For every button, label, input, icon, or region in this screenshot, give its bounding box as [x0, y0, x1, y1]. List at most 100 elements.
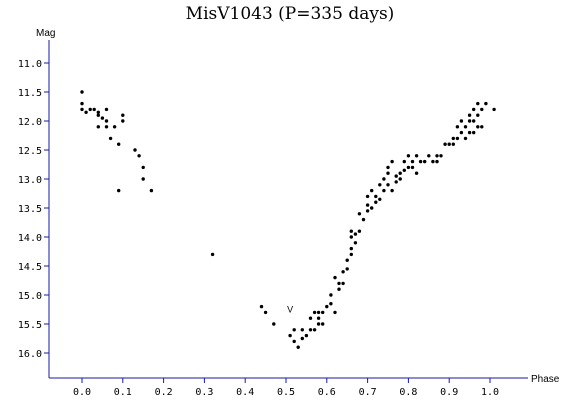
data-point: [117, 142, 121, 146]
data-point: [96, 113, 101, 117]
data-point: [443, 142, 447, 146]
data-point: [410, 159, 415, 164]
data-point: [296, 345, 300, 349]
y-tick-label: 12.5: [18, 146, 42, 157]
data-point: [80, 107, 84, 112]
data-point: [476, 113, 480, 117]
axis-ticks: 0.0 0.1 0.2 0.3 0.4 0.5 0.6 0.7 0.8 0.9 1.0 11.0 11.…: [18, 59, 499, 398]
x-tick-label: 0.9: [440, 387, 458, 398]
data-point: [382, 188, 386, 193]
data-point: [304, 333, 309, 338]
data-point: [321, 322, 325, 326]
data-point: [141, 165, 145, 170]
data-point: [386, 171, 390, 175]
data-point: [100, 116, 105, 120]
data-point: [374, 194, 378, 199]
data-point: [108, 136, 113, 141]
data-point: [370, 206, 374, 210]
y-tick-label: 15.0: [18, 291, 42, 302]
data-point: [349, 246, 353, 251]
y-tick-label: 15.5: [18, 320, 42, 331]
data-point: [292, 328, 296, 332]
annotation-label: V: [287, 304, 293, 314]
data-point: [414, 171, 419, 175]
data-point: [341, 270, 345, 274]
data-point: [447, 142, 451, 146]
data-point: [459, 130, 464, 135]
data-point: [357, 229, 362, 233]
data-point: [349, 252, 353, 257]
y-tick-label: 13.5: [18, 204, 42, 215]
x-tick-label: 0.3: [195, 387, 213, 398]
data-point: [435, 154, 439, 158]
chart-title: MisV1043 (P=335 days): [186, 4, 395, 24]
data-point: [361, 217, 366, 222]
data-point: [365, 209, 370, 213]
data-point: [476, 125, 480, 129]
data-point: [472, 119, 476, 123]
data-point: [312, 310, 317, 315]
data-point: [451, 136, 455, 141]
data-point: [463, 125, 468, 129]
data-point: [300, 328, 304, 332]
data-point: [341, 281, 345, 286]
data-point: [435, 159, 439, 164]
data-point: [112, 125, 117, 129]
data-point: [398, 177, 402, 181]
y-tick-label: 11.0: [18, 59, 42, 70]
data-point: [406, 154, 411, 158]
data-point: [439, 154, 443, 158]
data-point: [337, 287, 341, 291]
data-point: [476, 101, 480, 106]
x-tick-label: 0.0: [73, 387, 91, 398]
data-point: [455, 136, 460, 141]
y-axis-label: Mag: [36, 28, 55, 39]
data-point: [394, 174, 398, 178]
data-point: [386, 165, 390, 170]
data-point: [463, 136, 468, 141]
y-tick-label: 11.5: [18, 88, 42, 99]
data-point: [455, 125, 460, 129]
data-point: [467, 119, 472, 123]
x-tick-label: 0.1: [114, 387, 132, 398]
data-point: [365, 203, 370, 207]
data-point: [349, 235, 353, 239]
data-point: [423, 159, 427, 164]
data-point: [353, 232, 358, 236]
data-point: [325, 304, 329, 309]
data-point: [210, 252, 215, 257]
data-point: [263, 310, 268, 315]
data-point: [96, 110, 101, 115]
data-point: [300, 336, 304, 341]
data-point: [374, 200, 378, 204]
data-point: [370, 188, 374, 193]
data-point: [398, 171, 402, 175]
y-tick-label: 14.0: [18, 233, 42, 244]
data-point: [414, 154, 419, 158]
data-point: [84, 110, 88, 115]
data-point: [345, 258, 349, 262]
data-point: [316, 322, 321, 326]
data-point: [104, 119, 109, 123]
data-point: [406, 165, 411, 170]
x-tick-label: 0.6: [318, 387, 336, 398]
data-point: [96, 125, 101, 129]
y-tick-label: 16.0: [18, 349, 42, 360]
x-tick-label: 0.4: [236, 387, 254, 398]
data-point: [259, 304, 264, 309]
data-point: [88, 107, 92, 112]
data-point: [149, 188, 154, 193]
x-tick-label: 0.5: [277, 387, 295, 398]
data-point: [394, 180, 398, 184]
data-point: [357, 212, 362, 216]
data-point: [365, 194, 370, 199]
data-point: [312, 328, 317, 332]
x-tick-label: 1.0: [481, 387, 499, 398]
data-point: [467, 113, 472, 117]
data-point: [410, 165, 415, 170]
data-point: [133, 148, 137, 152]
data-point: [80, 90, 84, 94]
data-point: [329, 302, 333, 306]
data-point: [329, 293, 333, 297]
